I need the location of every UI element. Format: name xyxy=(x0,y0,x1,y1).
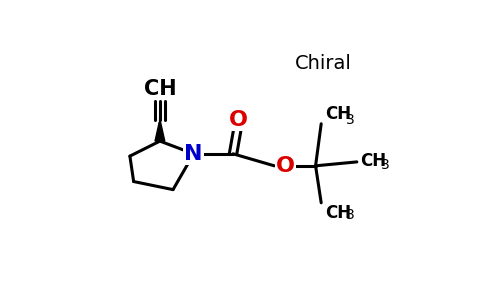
Text: O: O xyxy=(229,110,248,130)
Text: CH: CH xyxy=(325,105,351,123)
Polygon shape xyxy=(155,123,165,141)
Text: 3: 3 xyxy=(346,208,354,222)
Text: 3: 3 xyxy=(381,158,390,172)
Text: 3: 3 xyxy=(346,113,354,127)
Text: CH: CH xyxy=(144,79,176,99)
Text: Chiral: Chiral xyxy=(295,54,351,73)
Polygon shape xyxy=(159,108,161,139)
Text: N: N xyxy=(184,144,203,164)
Text: CH: CH xyxy=(361,152,387,170)
Text: O: O xyxy=(276,156,295,176)
Text: CH: CH xyxy=(325,204,351,222)
